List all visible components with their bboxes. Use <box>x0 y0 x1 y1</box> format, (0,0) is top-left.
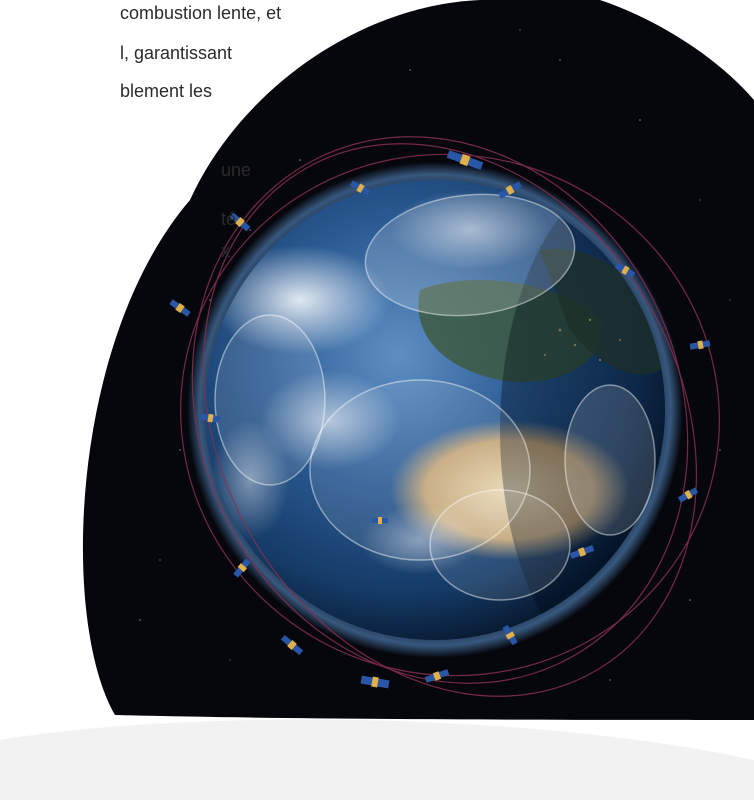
text-line: blement les <box>120 81 213 101</box>
text-line: l, garantissant <box>120 43 233 63</box>
text-line: x <box>221 241 230 261</box>
earth-globe <box>205 180 665 640</box>
orbit-lines <box>180 136 720 697</box>
satellite-icon <box>199 413 221 423</box>
text-line: combustion lente, et <box>120 3 282 23</box>
satellite-icon <box>280 634 304 656</box>
satellite-icon <box>372 517 388 524</box>
satellite-icon <box>689 340 711 350</box>
stars <box>139 29 731 681</box>
satellites <box>169 150 711 689</box>
text-line: té <box>221 209 237 229</box>
satellite-icon <box>498 181 522 199</box>
satellite-icon <box>424 669 450 683</box>
europe-land <box>418 280 602 382</box>
text-line: une <box>221 160 252 180</box>
satellite-icon <box>446 150 484 170</box>
satellite-icon <box>502 624 518 646</box>
satellite-icon <box>169 299 191 317</box>
satellite-icon <box>349 180 371 196</box>
satellite-icon <box>233 558 251 578</box>
satellite-icon <box>677 487 699 503</box>
satellite-icon <box>229 212 251 232</box>
satellite-icon <box>614 262 636 278</box>
coverage-footprints <box>214 193 656 601</box>
satellite-icon <box>360 675 390 689</box>
cloud <box>210 245 390 355</box>
satellite-icon <box>569 545 595 559</box>
article-text: combustion lente, et l, garantissant ble… <box>0 0 282 300</box>
